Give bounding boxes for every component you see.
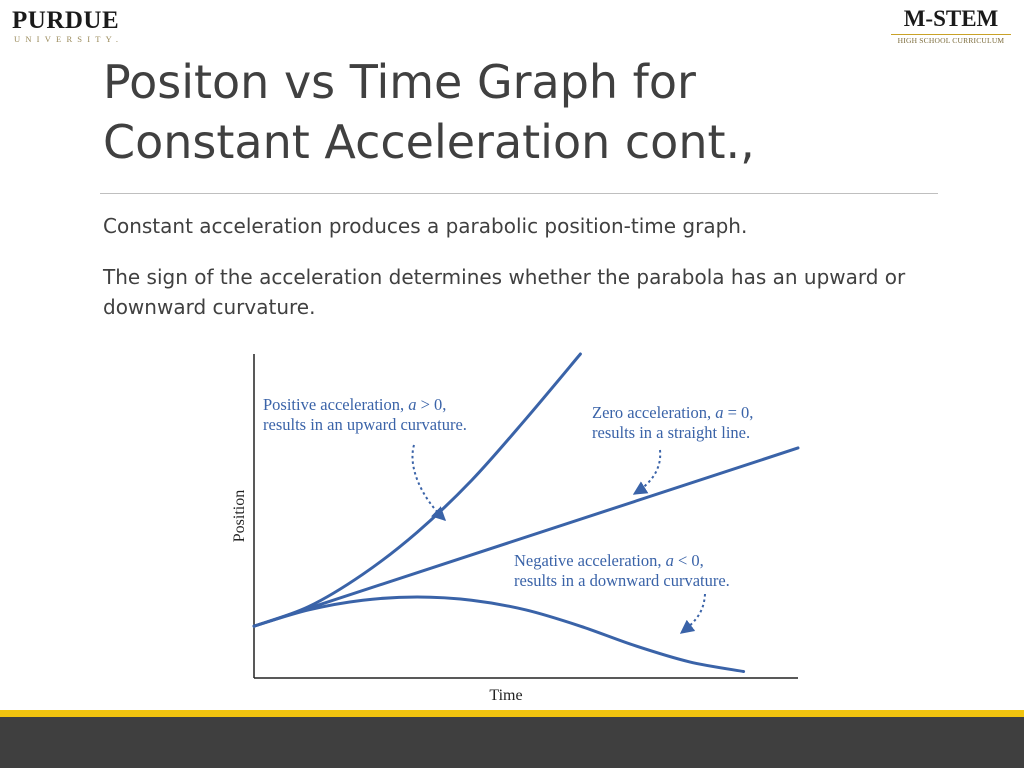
annotation-zero: Zero acceleration, a = 0,results in a st… [592, 403, 753, 495]
purdue-logo-subtitle: UNIVERSITY. [14, 34, 124, 44]
accent-bar [0, 710, 1024, 717]
annotation-negative-arrow [679, 593, 706, 634]
annotation-positive-line2: results in an upward curvature. [263, 415, 467, 434]
slide-title-line1: Positon vs Time Graph for [103, 55, 696, 109]
annotation-zero-line1: Zero acceleration, a = 0, [592, 403, 753, 422]
annotation-positive: Positive acceleration, a > 0,results in … [263, 395, 467, 521]
chart-svg: Time Position Positive acceleration, a > … [231, 352, 800, 704]
annotation-positive-arrow [411, 444, 447, 521]
bullet-parabolic: Constant acceleration produces a parabol… [103, 214, 748, 238]
annotation-zero-arrow [632, 449, 662, 495]
purdue-logo-name: PURDUE [12, 7, 120, 34]
purdue-logo: PURDUE UNIVERSITY. [12, 8, 137, 48]
mstem-logo: M-STEM HIGH SCHOOL CURRICULUM [890, 6, 1012, 48]
mstem-logo-subtitle: HIGH SCHOOL CURRICULUM [891, 34, 1011, 46]
mstem-logo-name: M-STEM [903, 6, 999, 31]
slide-title-line2: Constant Acceleration cont., [103, 115, 755, 169]
annotation-negative-line1: Negative acceleration, a < 0, [514, 551, 704, 570]
bullet-sign: The sign of the acceleration determines … [103, 265, 906, 319]
annotation-negative: Negative acceleration, a < 0,results in … [514, 551, 730, 634]
title-divider [100, 193, 938, 194]
positive-acceleration-curve [252, 352, 582, 628]
zero-acceleration-line [252, 446, 800, 628]
x-axis-label: Time [489, 687, 522, 704]
annotation-zero-line2: results in a straight line. [592, 423, 750, 442]
negative-acceleration-curve [252, 595, 746, 674]
position-time-chart: Time Position Positive acceleration, a > … [220, 348, 810, 708]
slide-title: Positon vs Time Graph for Constant Accel… [103, 52, 923, 172]
annotation-positive-line1: Positive acceleration, a > 0, [263, 395, 446, 414]
annotation-negative-line2: results in a downward curvature. [514, 571, 730, 590]
footer-bar [0, 717, 1024, 768]
y-axis-label: Position [231, 490, 248, 542]
